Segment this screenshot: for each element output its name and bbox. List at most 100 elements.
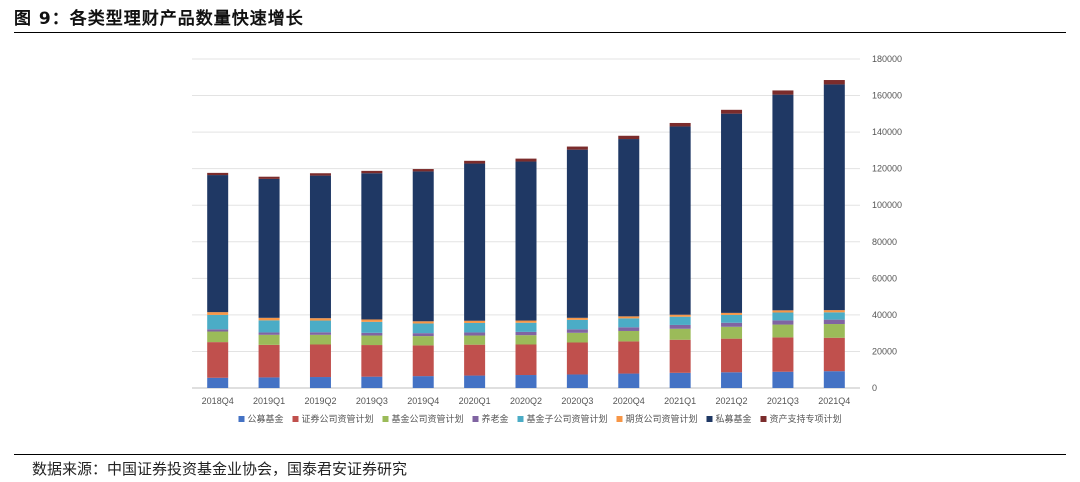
legend-swatch	[706, 416, 713, 422]
legend-label: 资产支持专项计划	[770, 413, 842, 425]
bar-segment	[772, 312, 794, 321]
bar-segment	[669, 328, 691, 340]
bar-segment	[361, 345, 383, 377]
bar-segment	[464, 332, 486, 336]
bar-segment	[464, 322, 486, 333]
bar-segment	[412, 336, 434, 346]
bar-segment	[207, 172, 229, 176]
legend-label: 基金公司资管计划	[392, 413, 464, 425]
bar-segment	[669, 122, 691, 127]
y-axis-ticks: 0 20000 40000 60000 80000 100000 120000 140000 1…	[872, 54, 902, 393]
bar-segment	[207, 342, 229, 378]
bar-segment	[207, 377, 229, 388]
bar-segment	[207, 314, 229, 330]
bar-segment	[309, 377, 331, 388]
bar-segment	[412, 333, 434, 337]
bar-segment	[618, 330, 640, 342]
bar-segment	[464, 344, 486, 376]
legend-label: 公募基金	[248, 413, 284, 425]
legend-label: 私募基金	[716, 413, 752, 425]
bar-segment	[464, 163, 486, 321]
bar-segment	[515, 322, 537, 332]
bar-segment	[721, 326, 743, 339]
y-tick-label: 60000	[872, 273, 897, 283]
bar-segment	[566, 329, 588, 333]
bar-segment	[721, 113, 743, 313]
x-tick-label: 2021Q4	[818, 396, 850, 406]
y-tick-label: 180000	[872, 54, 902, 64]
bar-segment	[309, 318, 331, 321]
bar-segment	[566, 319, 588, 330]
legend-swatch	[616, 416, 623, 422]
bar-segment	[721, 322, 743, 327]
bar-segment	[361, 335, 383, 346]
bar-segment	[309, 320, 331, 333]
y-tick-label: 120000	[872, 164, 902, 174]
y-tick-label: 20000	[872, 346, 897, 356]
bar-segment	[618, 316, 640, 319]
bar-segment	[361, 376, 383, 388]
bar-segment	[823, 371, 845, 388]
bar-segment	[464, 160, 486, 164]
bar-segment	[669, 339, 691, 373]
bar-segment	[412, 171, 434, 322]
x-tick-label: 2021Q2	[716, 396, 748, 406]
bar-segment	[772, 310, 794, 313]
bar-segment	[823, 310, 845, 313]
bar-segment	[823, 319, 845, 325]
bottom-rule	[14, 454, 1066, 455]
x-tick-label: 2020Q1	[459, 396, 491, 406]
bar-segment	[207, 312, 229, 315]
bar-segment	[309, 332, 331, 335]
bar-segment	[772, 94, 794, 311]
bar-segment	[618, 341, 640, 374]
bar-segment	[309, 173, 331, 176]
bar-segment	[669, 372, 691, 388]
bar-segment	[515, 158, 537, 162]
bar-segment	[566, 317, 588, 320]
bar-segment	[258, 317, 280, 321]
bar-segment	[669, 324, 691, 329]
bar-segment	[618, 373, 640, 388]
bar-segment	[207, 175, 229, 313]
x-tick-label: 2020Q4	[613, 396, 645, 406]
bar-segment	[721, 372, 743, 388]
y-tick-label: 100000	[872, 200, 902, 210]
legend-label: 基金子公司资管计划	[527, 413, 608, 425]
bar-segment	[721, 338, 743, 373]
legend-swatch	[760, 416, 767, 422]
legend-label: 证券公司资管计划	[302, 413, 374, 425]
bar-segment	[618, 135, 640, 140]
legend-swatch	[472, 416, 479, 422]
bar-segment	[464, 335, 486, 345]
bar-segment	[258, 332, 280, 335]
bar-segment	[464, 320, 486, 323]
bar-segment	[412, 345, 434, 377]
x-tick-label: 2019Q3	[356, 396, 388, 406]
x-tick-label: 2021Q1	[664, 396, 696, 406]
y-tick-label: 160000	[872, 91, 902, 101]
bar-segment	[669, 316, 691, 325]
bar-segment	[515, 320, 537, 323]
bar-segment	[772, 337, 794, 372]
bar-segment	[823, 80, 845, 85]
bar-segment	[721, 314, 743, 323]
bar-segment	[309, 334, 331, 345]
bar-segment	[207, 331, 229, 343]
bar-segment	[618, 327, 640, 331]
bar-segment	[772, 371, 794, 388]
bar-segment	[823, 337, 845, 372]
bar-segment	[618, 139, 640, 317]
bar-segment	[412, 169, 434, 172]
x-tick-label: 2019Q2	[304, 396, 336, 406]
legend-swatch	[382, 416, 389, 422]
legend-swatch	[238, 416, 245, 422]
bar-segment	[823, 324, 845, 338]
bar-segment	[823, 84, 845, 311]
bar-segment	[412, 323, 434, 334]
legend-label: 养老金	[482, 413, 509, 425]
figure-title: 图 9：各类型理财产品数量快速增长	[14, 9, 304, 29]
y-tick-label: 40000	[872, 310, 897, 320]
bar-segment	[207, 329, 229, 332]
bar-segment	[258, 377, 280, 388]
